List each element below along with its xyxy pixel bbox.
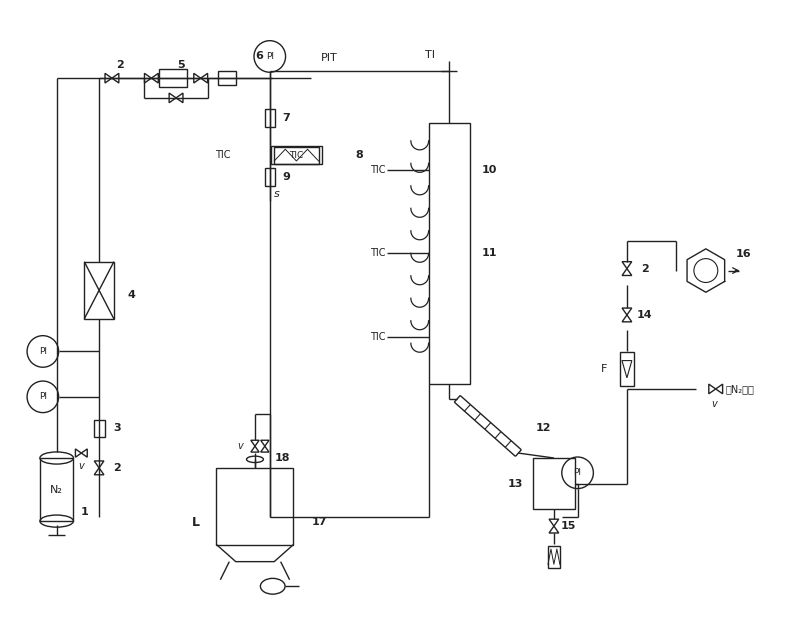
Text: PI: PI	[39, 392, 47, 401]
Text: TIC: TIC	[215, 150, 230, 160]
Text: 5: 5	[177, 60, 185, 70]
Bar	[94, 419, 105, 437]
Bar	[429, 123, 470, 384]
Text: 16: 16	[735, 249, 751, 259]
Text: 7: 7	[282, 113, 290, 123]
Text: 8: 8	[356, 150, 363, 160]
Text: PIT: PIT	[321, 53, 338, 63]
Bar	[533, 458, 574, 509]
Text: 15: 15	[561, 521, 576, 531]
Text: s: s	[274, 188, 279, 198]
Text: N₂: N₂	[50, 485, 63, 495]
Text: 2: 2	[113, 463, 121, 473]
Text: 1: 1	[81, 508, 88, 518]
Text: 11: 11	[482, 248, 498, 258]
Bar	[218, 72, 236, 85]
Text: TIC: TIC	[370, 332, 386, 342]
Text: TIC: TIC	[370, 248, 386, 258]
Bar	[84, 262, 114, 319]
Text: v: v	[78, 461, 84, 471]
Text: 2: 2	[116, 60, 124, 70]
Text: PI: PI	[39, 347, 47, 356]
Bar	[274, 147, 318, 164]
Text: v: v	[711, 399, 717, 409]
Bar	[548, 546, 560, 567]
Text: PI: PI	[574, 468, 582, 477]
Bar	[620, 352, 634, 386]
Text: L: L	[192, 516, 200, 529]
Bar	[265, 168, 274, 186]
Text: F: F	[601, 364, 607, 374]
Text: 10: 10	[482, 165, 498, 175]
Bar	[270, 146, 322, 164]
Text: 9: 9	[282, 172, 290, 182]
Bar	[159, 69, 187, 87]
Text: v: v	[238, 441, 243, 451]
Text: 2: 2	[641, 264, 649, 274]
Text: 通N₂备用: 通N₂备用	[726, 384, 754, 394]
Text: 14: 14	[637, 310, 653, 320]
Text: 12: 12	[535, 424, 551, 434]
Text: TIC: TIC	[290, 151, 303, 160]
Bar	[40, 458, 74, 521]
Text: TI: TI	[425, 50, 434, 60]
Text: 13: 13	[508, 479, 523, 489]
Bar	[217, 468, 294, 545]
Text: 17: 17	[311, 517, 327, 527]
Text: 18: 18	[275, 453, 290, 463]
Text: 4: 4	[128, 290, 135, 300]
Text: 6: 6	[255, 52, 263, 62]
Text: 3: 3	[113, 424, 121, 434]
Text: PI: PI	[266, 52, 274, 61]
Text: TIC: TIC	[370, 165, 386, 175]
Bar	[265, 109, 274, 126]
